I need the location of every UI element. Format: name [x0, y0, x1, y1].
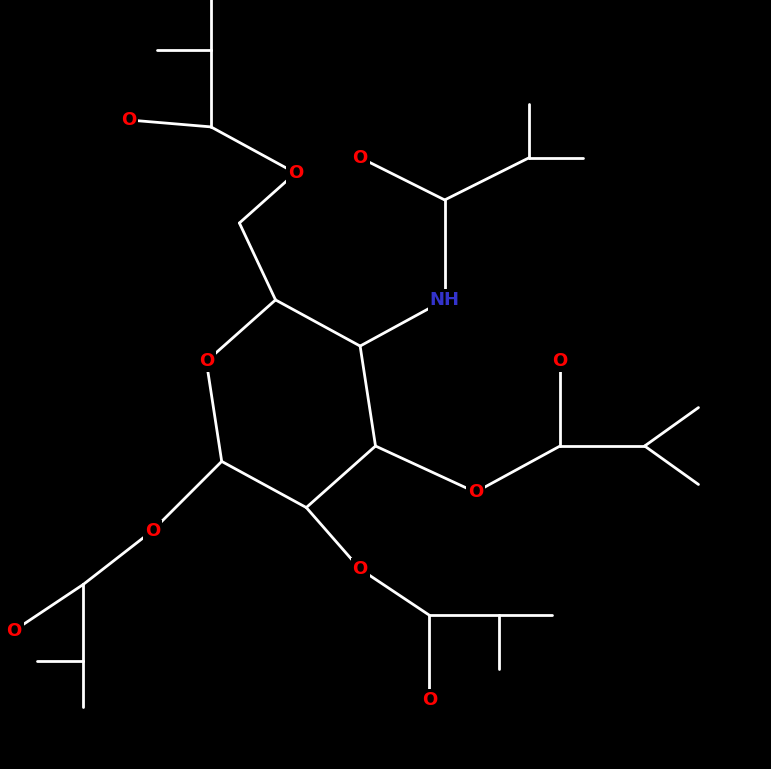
Text: O: O — [6, 621, 22, 640]
Text: O: O — [468, 483, 483, 501]
Text: O: O — [553, 352, 567, 371]
Text: NH: NH — [429, 291, 460, 309]
Text: O: O — [422, 691, 437, 709]
Text: O: O — [145, 521, 160, 540]
Text: O: O — [288, 164, 303, 182]
Text: O: O — [352, 148, 368, 167]
Text: O: O — [352, 560, 368, 578]
Text: O: O — [199, 352, 214, 371]
Text: O: O — [121, 111, 136, 129]
